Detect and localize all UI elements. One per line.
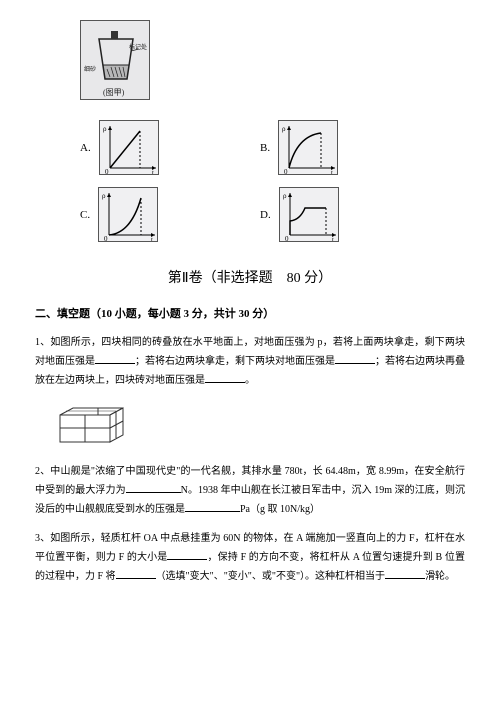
option-b-label: B. <box>260 142 270 154</box>
blank <box>116 569 156 579</box>
question-2: 2、中山舰是"浓缩了中国现代史"的一代名舰，其排水量 780t，长 64.48m… <box>35 462 465 519</box>
q2-text-3: Pa（g 取 10N/kg） <box>240 504 320 515</box>
subsection-fill: 二、填空题（10 小题，每小题 3 分，共计 30 分） <box>35 305 465 321</box>
svg-text:0: 0 <box>104 235 108 242</box>
label-mark: 标记处 <box>129 43 147 51</box>
graph-d: ρ t 0 <box>279 187 339 242</box>
blank <box>205 373 245 383</box>
figure-caption: (图甲) <box>103 88 125 97</box>
svg-text:t: t <box>332 236 334 242</box>
svg-text:ρ: ρ <box>102 192 106 200</box>
svg-text:0: 0 <box>285 235 289 242</box>
bricks-diagram <box>55 400 155 445</box>
q1-text-2: ；若将右边两块拿走，剩下两块对地面压强是 <box>135 356 335 367</box>
option-c-label: C. <box>80 209 90 221</box>
graph-b: ρ t 0 <box>278 120 338 175</box>
blank <box>335 354 375 364</box>
figure-jia: 标记处 细砂 (图甲) <box>80 20 465 105</box>
label-sand: 细砂 <box>84 65 96 73</box>
option-a-label: A. <box>80 142 91 154</box>
svg-text:ρ: ρ <box>283 192 287 200</box>
cup-diagram: 标记处 细砂 (图甲) <box>80 20 150 100</box>
svg-text:0: 0 <box>284 168 288 175</box>
section-2-title: 第Ⅱ卷（非选择题 80 分） <box>35 267 465 287</box>
blank <box>126 483 181 493</box>
blank <box>167 550 207 560</box>
q1-figure <box>55 400 465 450</box>
q1-text-4: 。 <box>245 375 255 386</box>
q3-text-3: （选填"变大"、"变小"、或"不变"）。这种杠杆相当于 <box>156 571 386 582</box>
blank <box>95 354 135 364</box>
svg-text:t: t <box>151 236 153 242</box>
blank <box>385 569 425 579</box>
option-d-label: D. <box>260 209 271 221</box>
blank <box>185 502 240 512</box>
options-row-1: A. ρ t 0 B. ρ t 0 <box>35 120 465 175</box>
svg-text:0: 0 <box>105 168 109 175</box>
svg-text:t: t <box>331 169 333 175</box>
q3-text-4: 滑轮。 <box>425 571 455 582</box>
question-3: 3、如图所示，轻质杠杆 OA 中点悬挂重为 60N 的物体，在 A 端施加一竖直… <box>35 529 465 586</box>
svg-text:ρ: ρ <box>282 125 286 133</box>
options-row-2: C. ρ t 0 D. ρ t 0 <box>35 187 465 242</box>
graph-a: ρ t 0 <box>99 120 159 175</box>
graph-c: ρ t 0 <box>98 187 158 242</box>
svg-text:ρ: ρ <box>103 125 107 133</box>
question-1: 1、如图所示，四块相同的砖叠放在水平地面上，对地面压强为 p，若将上面两块拿走，… <box>35 333 465 390</box>
svg-text:t: t <box>152 169 154 175</box>
